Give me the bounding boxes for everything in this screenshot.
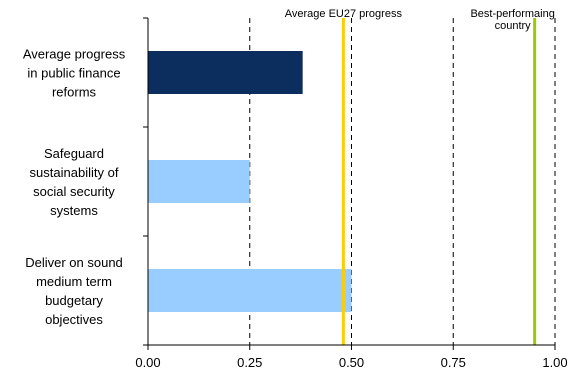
category-labels: Average progress in public finance reforms… xyxy=(23,47,126,328)
bar xyxy=(148,160,250,203)
reference-line-label: Best-performaing country xyxy=(470,8,554,32)
x-tick-label: 1.00 xyxy=(542,355,567,370)
x-tick-label: 0.00 xyxy=(135,355,160,370)
bars xyxy=(148,51,352,312)
category-label: Average progress in public finance reforms xyxy=(23,47,126,100)
axes xyxy=(143,17,556,350)
x-tick-label: 0.50 xyxy=(339,355,364,370)
category-label: Safeguard sustainability of social securit… xyxy=(30,146,119,218)
x-tick-label: 0.25 xyxy=(237,355,262,370)
x-tick-labels: 0.00 0.25 0.50 0.75 1.00 xyxy=(135,355,567,370)
reference-lines xyxy=(341,18,537,345)
reference-line-label: Average EU27 progress xyxy=(285,8,403,20)
bar xyxy=(148,51,303,94)
bar xyxy=(148,269,352,312)
category-label: Deliver on sound medium term budgetary obje… xyxy=(25,255,123,327)
reference-line-labels: Average EU27 progress Best-performaing cou… xyxy=(285,8,555,32)
x-tick-label: 0.75 xyxy=(441,355,466,370)
